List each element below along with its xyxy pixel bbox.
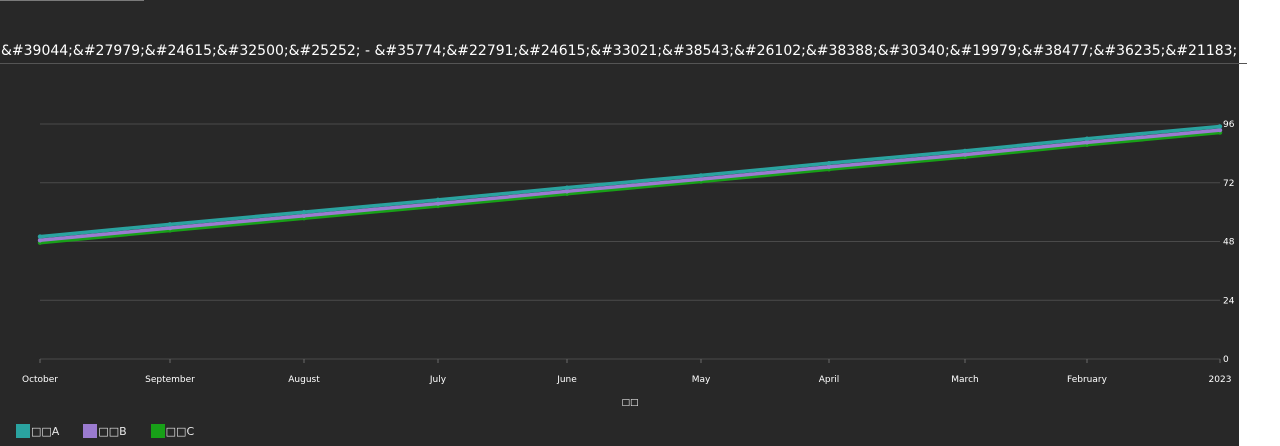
legend-swatch <box>16 424 30 438</box>
data-point <box>435 197 441 203</box>
y-tick-label: 72 <box>1223 179 1234 189</box>
y-axis-ticks: 0 24 48 72 96 <box>1223 120 1235 365</box>
top-tab-divider <box>0 0 144 1</box>
chart-title: &#39044;&#27979;&#24615;&#32500;&#25252;… <box>1 43 1237 59</box>
title-divider <box>0 63 1239 64</box>
data-point <box>962 152 968 157</box>
legend-label: □□C <box>165 424 195 438</box>
data-point <box>1084 140 1090 145</box>
title-divider-tick <box>1239 63 1247 64</box>
x-tick-label: May <box>692 375 711 385</box>
legend-label: □□B <box>98 424 127 438</box>
data-point <box>564 189 570 194</box>
data-point <box>1217 127 1223 133</box>
y-tick-label: 0 <box>1223 355 1229 365</box>
data-point <box>301 213 307 218</box>
y-tick-label: 24 <box>1223 296 1235 306</box>
grid-lines <box>40 123 1220 360</box>
x-tick-label: February <box>1067 375 1108 385</box>
line-chart: 0 24 48 72 96 October September August July June… <box>22 120 1235 408</box>
x-tick-label: August <box>288 375 320 385</box>
data-point <box>698 176 704 182</box>
data-point <box>826 160 832 166</box>
series-lines <box>37 124 1223 245</box>
series-line <box>38 128 1222 243</box>
data-point <box>167 225 173 231</box>
data-point <box>301 209 307 215</box>
legend-swatch <box>150 424 165 438</box>
data-point <box>167 222 173 227</box>
legend: □□A □□B □□C <box>16 423 194 439</box>
x-tick-label: July <box>429 375 447 385</box>
x-axis-ticks: October September August July June May April Ma… <box>22 359 1231 385</box>
chart-panel: &#39044;&#27979;&#24615;&#32500;&#25252;… <box>0 0 1239 446</box>
data-point <box>962 148 968 154</box>
x-tick-label: April <box>819 375 840 385</box>
data-point <box>698 173 704 178</box>
legend-label: □□A <box>31 424 60 438</box>
data-point <box>564 185 570 190</box>
x-tick-label: October <box>22 375 58 385</box>
legend-item[interactable]: □□B <box>83 424 127 438</box>
data-point <box>1217 124 1223 129</box>
legend-swatch <box>83 424 98 438</box>
y-tick-label: 48 <box>1223 238 1235 248</box>
x-tick-label: June <box>556 375 577 385</box>
series-line <box>38 124 1222 239</box>
legend-item[interactable]: □□C <box>150 424 195 438</box>
x-tick-label: September <box>145 375 195 385</box>
data-point <box>37 234 43 239</box>
data-point <box>435 201 441 206</box>
y-tick-label: 96 <box>1223 120 1235 130</box>
x-tick-label: March <box>951 375 978 385</box>
x-tick-label: 2023 <box>1209 375 1232 385</box>
x-axis-label: □□ <box>621 398 638 408</box>
data-point <box>1084 136 1090 141</box>
legend-item[interactable]: □□A <box>16 424 59 438</box>
data-point <box>826 164 832 170</box>
series-line <box>38 130 1222 245</box>
data-point <box>37 238 43 243</box>
